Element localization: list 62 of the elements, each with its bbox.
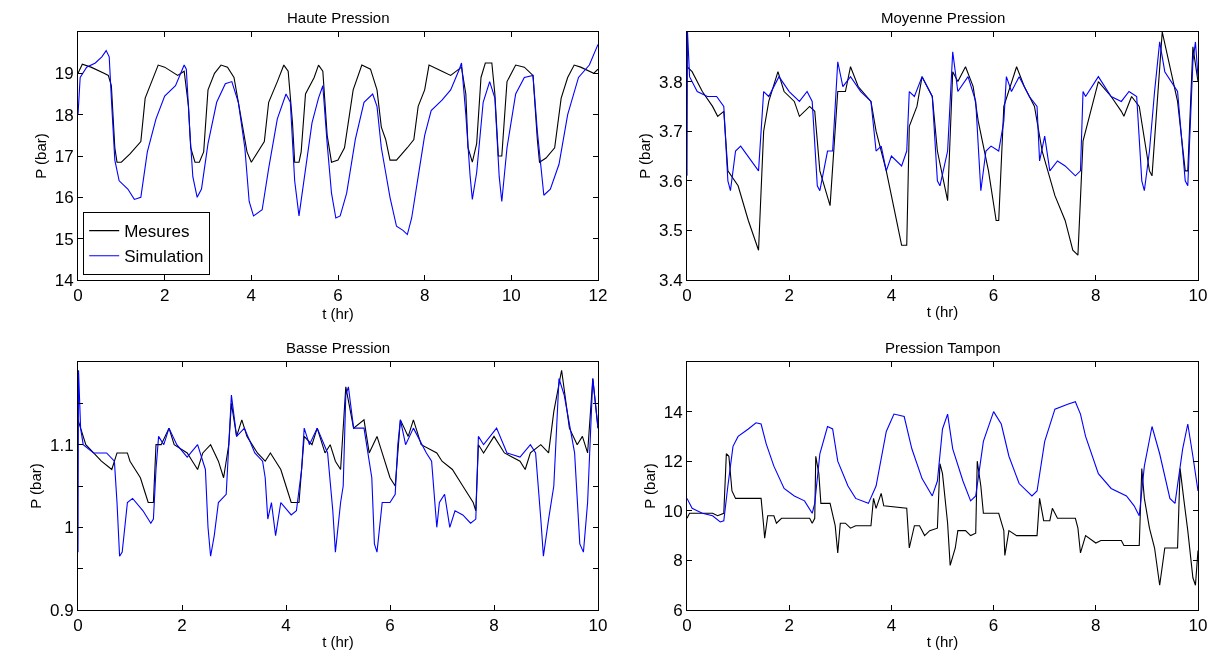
x-tick-label: 8	[1091, 286, 1101, 306]
x-tick-label: 0	[682, 616, 692, 636]
y-tick-label: 8	[673, 551, 683, 571]
x-tick-label: 6	[988, 616, 999, 636]
y-tick-label: 10	[663, 501, 683, 521]
x-tick-label: 2	[159, 286, 170, 306]
x-tick-label: 4	[886, 286, 897, 306]
x-tick-label: 12	[588, 286, 608, 306]
chart-title: Basse Pression	[286, 339, 391, 356]
legend-label: Mesures	[124, 222, 190, 242]
legend-label: Simulation	[124, 247, 204, 267]
x-tick-label: 2	[177, 616, 187, 636]
y-tick-label: 1.1	[49, 435, 74, 455]
y-tick-label: 3.7	[658, 122, 683, 142]
y-tick-label: 6	[673, 600, 683, 620]
x-tick-label: 10	[588, 616, 608, 636]
y-axis-title: P (bar)	[640, 463, 658, 509]
x-axis-title: t (hr)	[322, 633, 354, 651]
x-tick-label: 2	[784, 286, 794, 306]
x-tick-label: 0	[73, 616, 83, 636]
y-axis-title: P (bar)	[27, 463, 45, 509]
chart-title: Pression Tampon	[885, 339, 1001, 356]
y-tick-label: 1	[64, 518, 74, 538]
chart-title: Haute Pression	[287, 9, 390, 26]
x-tick-label: 10	[1188, 286, 1208, 306]
x-axis-title: t (hr)	[926, 303, 959, 321]
y-tick-label: 12	[663, 452, 683, 472]
y-tick-label: 16	[54, 188, 74, 208]
x-axis-title: t (hr)	[926, 633, 959, 651]
x-tick-label: 10	[501, 286, 521, 306]
chart-title: Moyenne Pression	[881, 9, 1006, 26]
x-tick-label: 8	[1091, 616, 1101, 636]
y-tick-label: 17	[54, 146, 74, 166]
y-tick-label: 14	[54, 270, 74, 290]
x-tick-label: 2	[784, 616, 794, 636]
y-tick-label: 14	[663, 402, 683, 422]
x-tick-label: 0	[682, 286, 692, 306]
y-tick-label: 3.6	[658, 171, 683, 191]
line-series	[687, 32, 1198, 192]
line-series	[78, 43, 598, 236]
y-tick-label: 18	[54, 105, 74, 125]
x-tick-label: 6	[385, 616, 395, 636]
y-tick-label: 19	[54, 64, 74, 84]
x-tick-label: 6	[988, 286, 999, 306]
x-tick-label: 10	[1188, 616, 1208, 636]
y-axis-title: P (bar)	[636, 133, 654, 179]
x-tick-label: 4	[281, 616, 291, 636]
x-tick-label: 0	[73, 286, 83, 306]
x-axis-title: t (hr)	[322, 305, 354, 323]
y-tick-label: 15	[54, 229, 74, 249]
x-tick-label: 8	[419, 286, 430, 306]
y-axis-title: P (bar)	[31, 133, 49, 179]
x-tick-label: 6	[333, 286, 343, 306]
line-series	[78, 369, 598, 557]
line-series	[687, 401, 1198, 523]
y-tick-label: 0.9	[49, 600, 74, 620]
y-tick-label: 3.5	[658, 221, 683, 241]
x-tick-label: 8	[489, 616, 499, 636]
y-tick-label: 3.8	[658, 72, 683, 92]
x-tick-label: 4	[886, 616, 897, 636]
y-tick-label: 3.4	[658, 270, 683, 290]
x-tick-label: 4	[246, 286, 257, 306]
